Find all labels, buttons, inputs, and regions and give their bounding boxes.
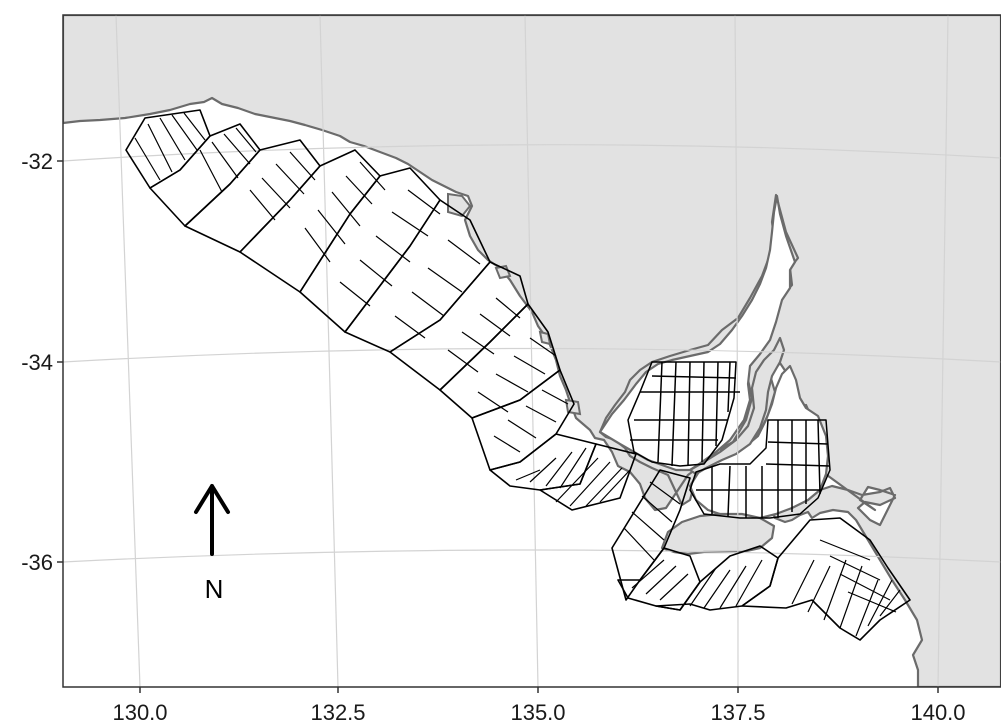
axis-ticks xyxy=(57,160,939,693)
kangaroo-island xyxy=(660,512,776,556)
north-arrow-icon xyxy=(194,484,230,556)
x-tick-label: 132.5 xyxy=(310,700,365,725)
north-label: N xyxy=(205,574,224,604)
grid-cells-spencer xyxy=(627,361,740,467)
y-tick-label: -34 xyxy=(21,350,53,375)
grid-cells-west xyxy=(125,109,637,511)
land-mass xyxy=(63,15,1001,687)
panel-border xyxy=(62,14,1001,688)
y-tick-label: -36 xyxy=(21,550,53,575)
grid-cells-southeast xyxy=(611,469,911,641)
x-tick-label: 135.0 xyxy=(510,700,565,725)
yorke-peninsula xyxy=(688,336,786,476)
north-arrow: N xyxy=(194,484,230,604)
y-tick-label: -32 xyxy=(21,149,53,174)
x-tick-label: 137.5 xyxy=(710,700,765,725)
grid-cells-stvincent xyxy=(689,419,831,519)
x-tick-label: 140.0 xyxy=(910,700,965,725)
graticule xyxy=(63,15,1001,687)
x-tick-label: 130.0 xyxy=(112,700,167,725)
coastal-islands xyxy=(447,192,582,416)
